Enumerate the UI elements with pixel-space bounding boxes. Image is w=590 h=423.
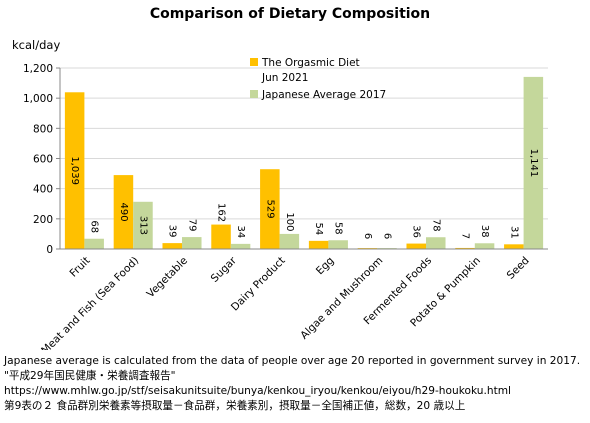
data-label: 68	[89, 220, 100, 233]
bars	[64, 76, 544, 249]
x-tick-label: Algae and Mushroom	[298, 255, 385, 342]
data-label: 313	[137, 216, 148, 235]
bar-orgasmic-diet	[113, 175, 134, 249]
data-label: 39	[167, 225, 178, 238]
y-tick-label: 600	[33, 154, 53, 166]
data-label: 78	[430, 219, 441, 232]
x-tick-label: Vegetable	[144, 255, 190, 301]
legend-swatch	[250, 58, 258, 66]
bar-orgasmic-diet	[260, 169, 280, 249]
bar-orgasmic-diet	[162, 243, 182, 249]
bar-japanese-average	[279, 233, 300, 249]
y-tick-label: 200	[33, 214, 53, 226]
y-tick-label: 1,000	[23, 93, 53, 105]
data-label: 54	[313, 222, 324, 235]
x-tick-label: Meat and Fish (Sea Food)	[39, 255, 141, 350]
y-tick-label: 0	[46, 244, 53, 256]
bar-japanese-average	[230, 243, 251, 249]
data-label: 6	[362, 233, 373, 239]
data-labels: 1,039 68 490 313 39 79 162 34 529 100 54 58 6 6 36 78 7 3…	[69, 149, 539, 240]
data-label: 38	[479, 225, 490, 238]
bar-japanese-average	[474, 243, 495, 249]
bar-japanese-average	[84, 238, 104, 249]
notes: Japanese average is calculated from the …	[4, 354, 590, 414]
bar-japanese-average	[426, 237, 446, 249]
data-label: 162	[216, 203, 227, 222]
data-label: 1,039	[69, 156, 80, 185]
x-tick-label: Sugar	[209, 254, 240, 285]
data-label: 36	[411, 225, 422, 238]
data-label: 58	[333, 222, 344, 235]
chart-title: Comparison of Dietary Composition	[150, 6, 430, 22]
bar-orgasmic-diet	[406, 243, 426, 249]
data-label: 7	[460, 233, 471, 239]
y-tick-label: 400	[33, 184, 53, 196]
data-label: 34	[235, 226, 246, 239]
bar-orgasmic-diet	[504, 244, 524, 249]
note-source-title: "平成29年国民健康・栄養調査報告"	[4, 370, 176, 382]
y-tick-label: 800	[33, 123, 53, 135]
note-description: Japanese average is calculated from the …	[4, 355, 581, 367]
bar-japanese-average	[182, 237, 202, 249]
data-label: 100	[284, 212, 295, 231]
gridlines	[60, 67, 548, 220]
legend-label: Jun 2021	[261, 72, 308, 84]
bar-chart: Comparison of Dietary Composition kcal/d…	[12, 6, 548, 350]
data-label: 529	[264, 200, 275, 219]
legend: The Orgasmic Diet Jun 2021 Japanese Averag…	[250, 57, 386, 101]
data-label: 31	[508, 226, 519, 239]
bar-orgasmic-diet	[455, 247, 475, 249]
bar-orgasmic-diet	[211, 224, 231, 249]
note-table-reference: 第9表の２ 食品群別栄養素等摂取量－食品群，栄養素別，摂取量－全国補正値，総数，…	[4, 400, 466, 412]
bar-japanese-average	[328, 240, 348, 249]
bar-japanese-average	[523, 76, 544, 249]
legend-swatch	[250, 90, 258, 98]
data-label: 79	[186, 219, 197, 232]
y-axis-label: kcal/day	[12, 38, 60, 52]
legend-label: The Orgasmic Diet	[261, 57, 360, 69]
x-tick-label: Fruit	[68, 255, 93, 280]
legend-label: Japanese Average 2017	[261, 89, 386, 101]
y-tick-label: 1,200	[23, 63, 53, 75]
data-label: 1,141	[528, 149, 539, 178]
bar-japanese-average	[133, 201, 153, 249]
bar-orgasmic-diet	[308, 240, 329, 249]
note-source-url: https://www.mhlw.go.jp/stf/seisakunitsui…	[4, 385, 511, 397]
x-tick-label: Egg	[314, 255, 337, 278]
data-label: 490	[118, 202, 129, 221]
data-label: 6	[381, 233, 392, 239]
bar-orgasmic-diet	[64, 92, 85, 249]
x-tick-label: Seed	[505, 255, 532, 282]
